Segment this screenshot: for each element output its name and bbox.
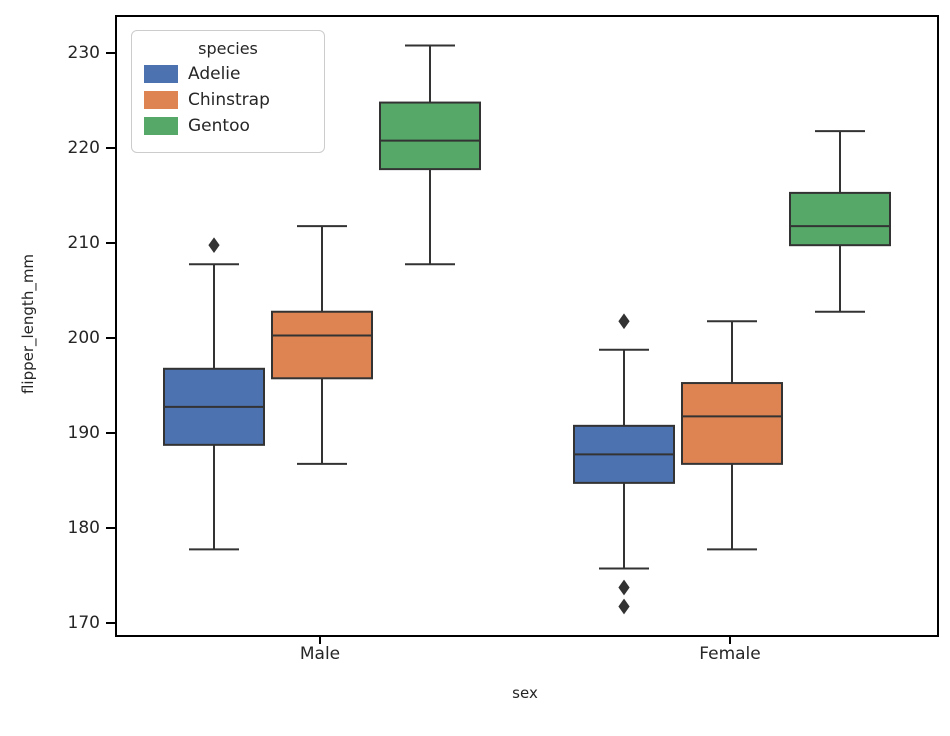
y-axis-label: flipper_length_mm [19,253,37,395]
legend-swatch-adelie-icon [144,65,178,83]
legend-title: species [198,39,258,58]
outlier-diamond-icon [618,313,630,330]
y-tick-mark [106,147,115,150]
legend-label-adelie: Adelie [188,64,241,84]
y-tick-mark [106,337,115,340]
legend-item-adelie: Adelie [144,64,312,84]
plot-area: species Adelie Chinstrap Gentoo [115,15,939,637]
legend-label-chinstrap: Chinstrap [188,90,270,110]
x-tick-mark [319,635,321,644]
y-tick-label: 230 [67,43,100,64]
y-tick-mark [106,52,115,55]
outlier-diamond-icon [618,579,630,596]
y-tick-label: 210 [67,233,100,254]
box-chinstrap-male [271,310,373,380]
legend-swatch-gentoo-icon [144,117,178,135]
y-tick-mark [106,527,115,530]
legend-item-gentoo: Gentoo [144,116,312,136]
outlier-diamond-icon [208,237,220,254]
x-tick-mark [729,635,731,644]
legend-label-gentoo: Gentoo [188,116,250,136]
y-tick-label: 220 [67,138,100,159]
x-tick-label-female: Female [699,644,761,664]
y-tick-mark [106,242,115,245]
y-tick-label: 170 [67,613,100,634]
y-tick-label: 180 [67,518,100,539]
legend-swatch-chinstrap-icon [144,91,178,109]
x-axis-label: sex [512,684,538,702]
box-gentoo-male [379,101,481,171]
y-tick-mark [106,622,115,625]
legend: species Adelie Chinstrap Gentoo [131,30,325,153]
box-gentoo-female [789,191,891,247]
x-tick-label-male: Male [299,644,341,664]
legend-item-chinstrap: Chinstrap [144,90,312,110]
y-tick-label: 200 [67,328,100,349]
boxplot-canvas [163,44,891,615]
y-tick-label: 190 [67,423,100,444]
y-tick-mark [106,432,115,435]
box-chinstrap-female [681,382,783,465]
outlier-diamond-icon [618,598,630,615]
